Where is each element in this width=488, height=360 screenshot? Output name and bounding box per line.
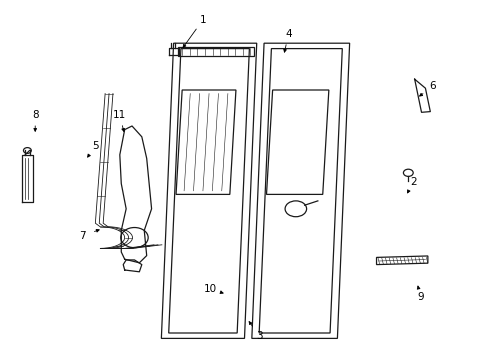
Text: 1: 1 — [199, 15, 206, 25]
Text: 3: 3 — [255, 330, 262, 341]
Text: 9: 9 — [416, 292, 423, 302]
Text: 7: 7 — [79, 231, 85, 241]
Text: 10: 10 — [203, 284, 216, 294]
Text: 5: 5 — [92, 141, 99, 151]
Text: 11: 11 — [113, 110, 126, 120]
Text: 8: 8 — [32, 110, 39, 120]
Text: 6: 6 — [428, 81, 435, 91]
Text: 4: 4 — [285, 29, 291, 39]
Text: 2: 2 — [409, 177, 416, 187]
